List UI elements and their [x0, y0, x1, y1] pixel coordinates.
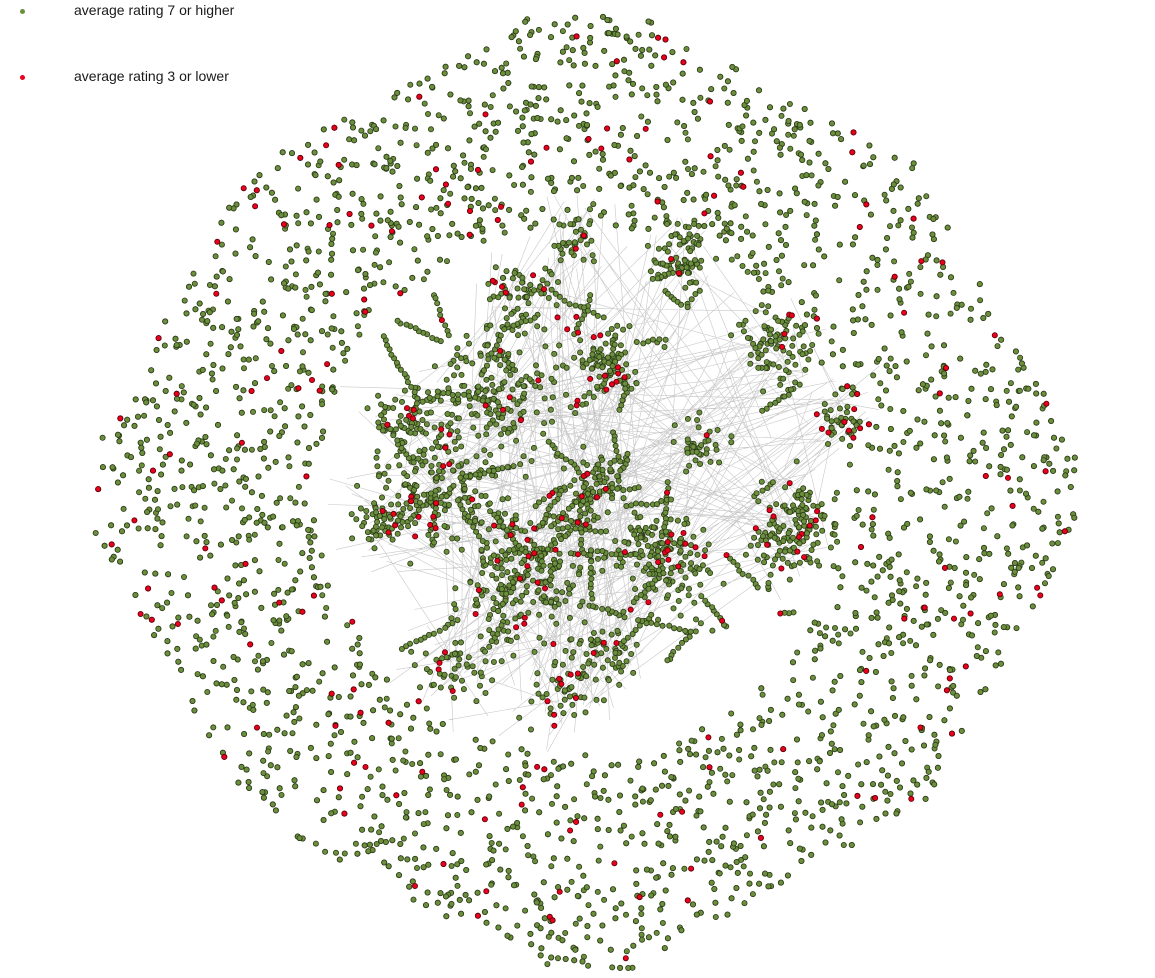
high-rating-nodes: [92, 13, 1078, 972]
legend-item-high-rating: average rating 7 or higher: [0, 0, 300, 24]
legend-item-low-rating: average rating 3 or lower: [0, 66, 300, 90]
red-dot-icon: [20, 75, 25, 80]
legend: average rating 7 or higher average ratin…: [0, 0, 300, 95]
legend-label-low: average rating 3 or lower: [74, 68, 229, 84]
low-rating-nodes: [95, 33, 1068, 962]
node-layer: [92, 13, 1078, 972]
legend-label-high: average rating 7 or higher: [74, 2, 235, 18]
green-dot-icon: [20, 9, 25, 14]
